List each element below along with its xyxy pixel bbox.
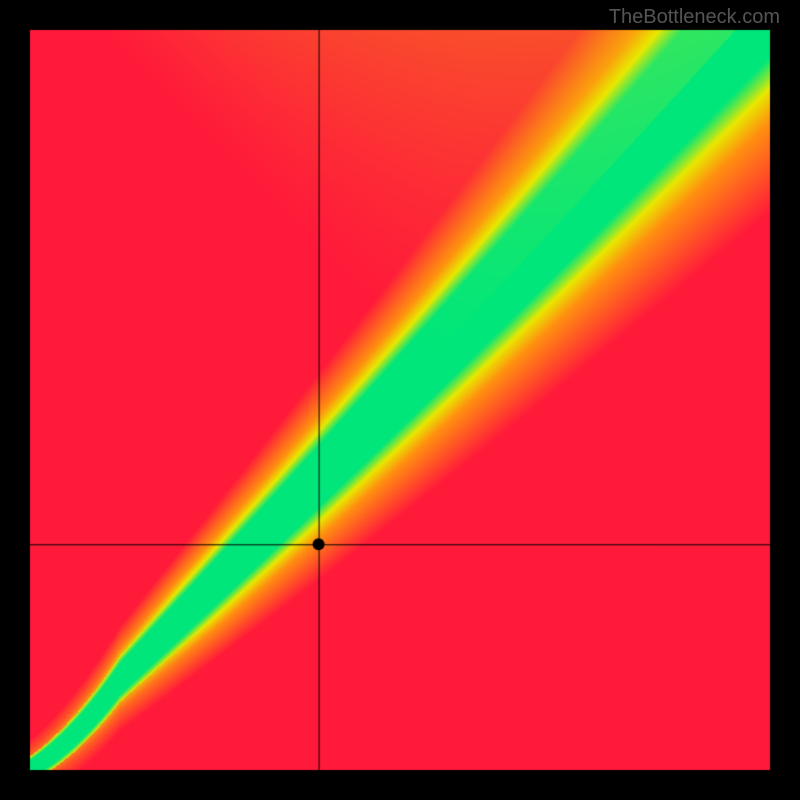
watermark-label: TheBottleneck.com [609, 6, 780, 29]
bottleneck-heatmap [0, 0, 800, 800]
chart-container: TheBottleneck.com [0, 0, 800, 800]
